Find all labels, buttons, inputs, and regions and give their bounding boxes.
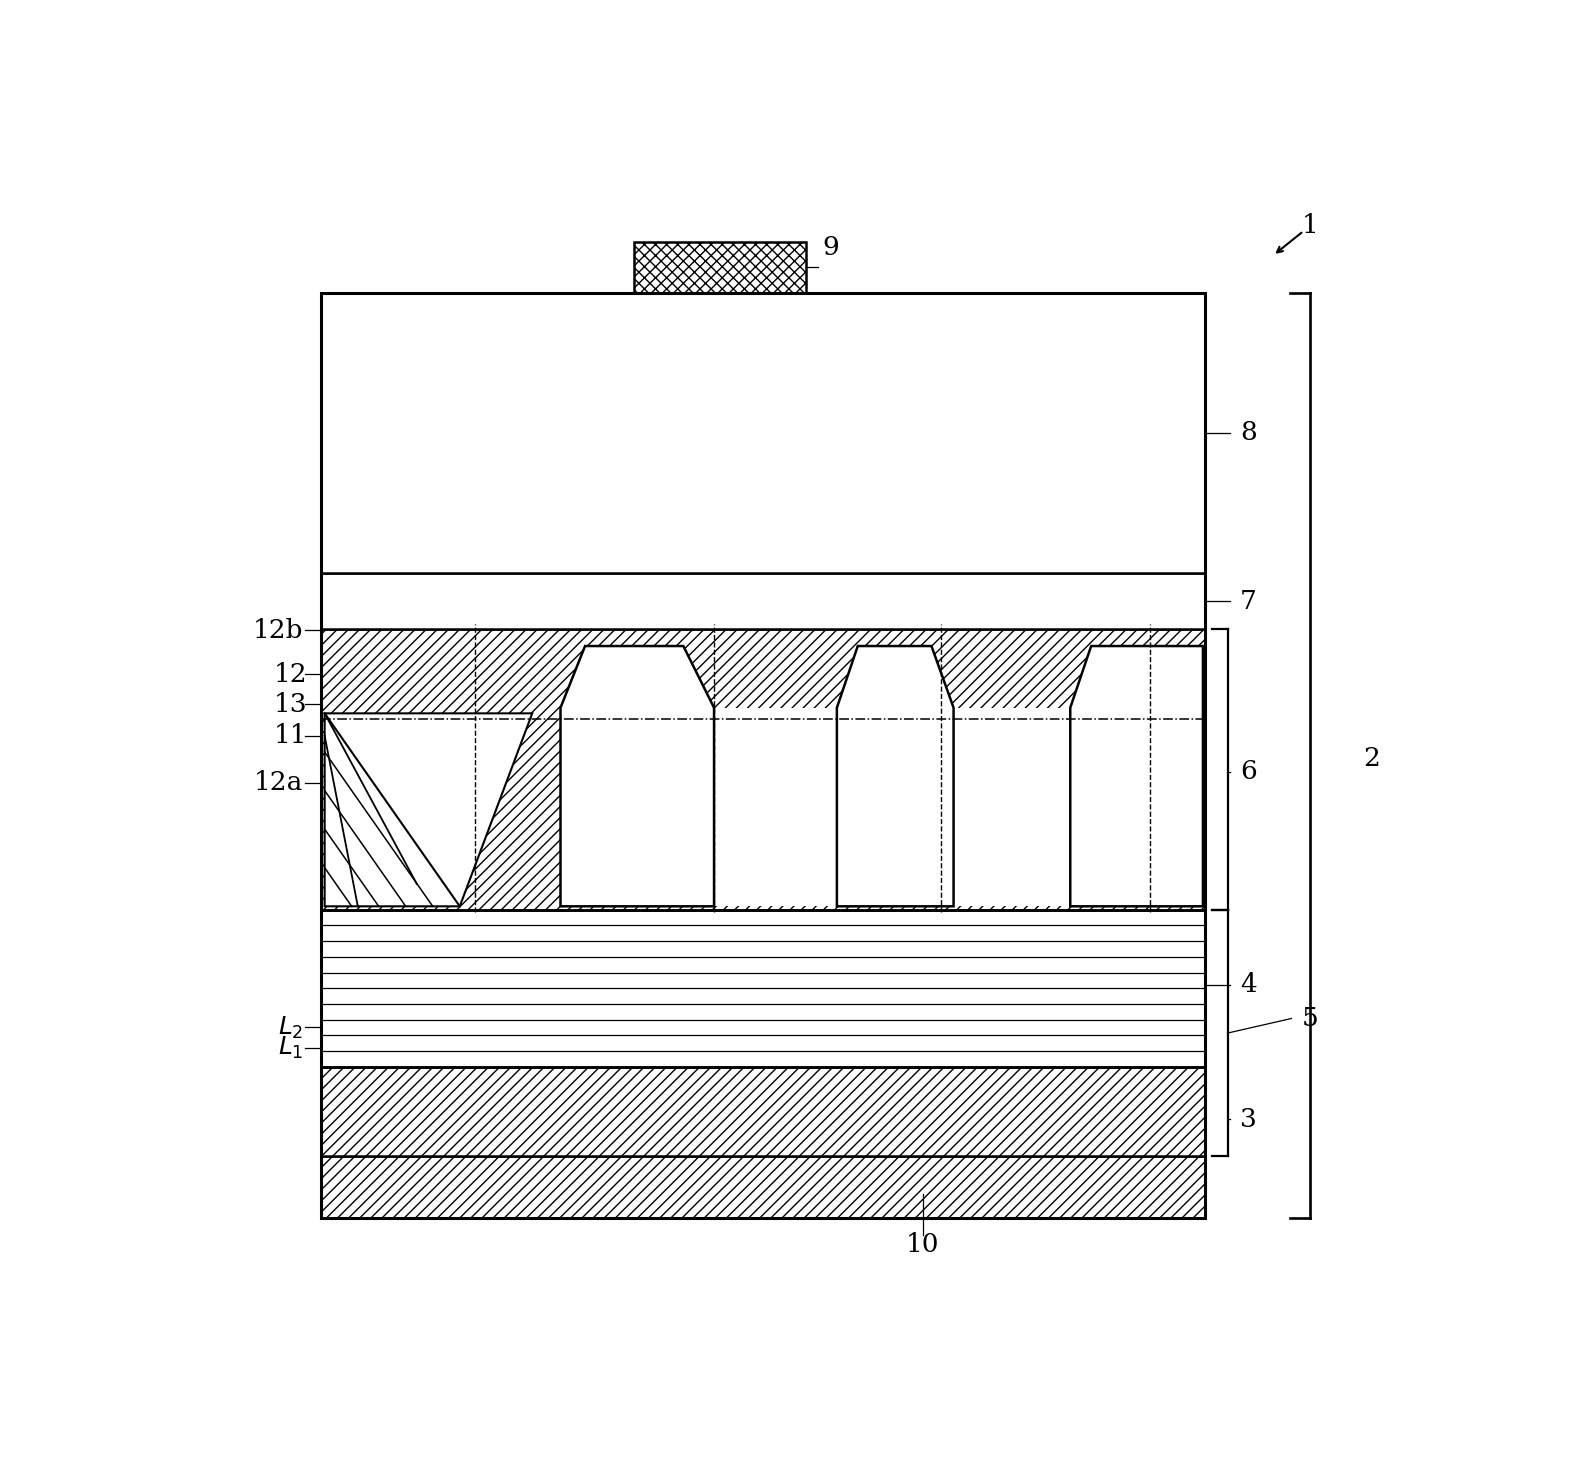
Bar (320, 909, 1205, 1067)
Text: $L_2$: $L_2$ (277, 1014, 303, 1040)
Polygon shape (1201, 708, 1205, 906)
Polygon shape (837, 645, 954, 906)
Polygon shape (325, 714, 533, 906)
Polygon shape (561, 645, 715, 906)
Text: 11: 11 (274, 723, 307, 749)
Bar (320, 573, 1205, 629)
Text: 12: 12 (274, 661, 307, 686)
Polygon shape (1070, 645, 1203, 906)
Bar (320, 1157, 1205, 1218)
Bar (320, 629, 1205, 909)
Bar (320, 909, 1205, 1067)
Text: 9: 9 (823, 235, 838, 261)
Text: 5: 5 (1301, 1005, 1319, 1032)
Bar (320, 293, 1205, 573)
Text: 10: 10 (907, 1231, 940, 1256)
Text: 2: 2 (1363, 746, 1379, 771)
Text: 13: 13 (274, 692, 307, 717)
Text: 4: 4 (1239, 972, 1257, 998)
Text: $L_1$: $L_1$ (277, 1034, 303, 1061)
Text: 8: 8 (1239, 421, 1257, 446)
Text: 7: 7 (1239, 589, 1257, 613)
Text: 3: 3 (1239, 1107, 1257, 1132)
Polygon shape (715, 708, 837, 906)
Text: 1: 1 (1301, 213, 1319, 237)
Bar (320, 1067, 1205, 1157)
Text: 12b: 12b (252, 618, 303, 643)
Text: 12a: 12a (254, 771, 303, 796)
Polygon shape (954, 708, 1070, 906)
Bar (320, 293, 1205, 1218)
Text: 6: 6 (1239, 759, 1257, 784)
Bar (634, 242, 807, 293)
